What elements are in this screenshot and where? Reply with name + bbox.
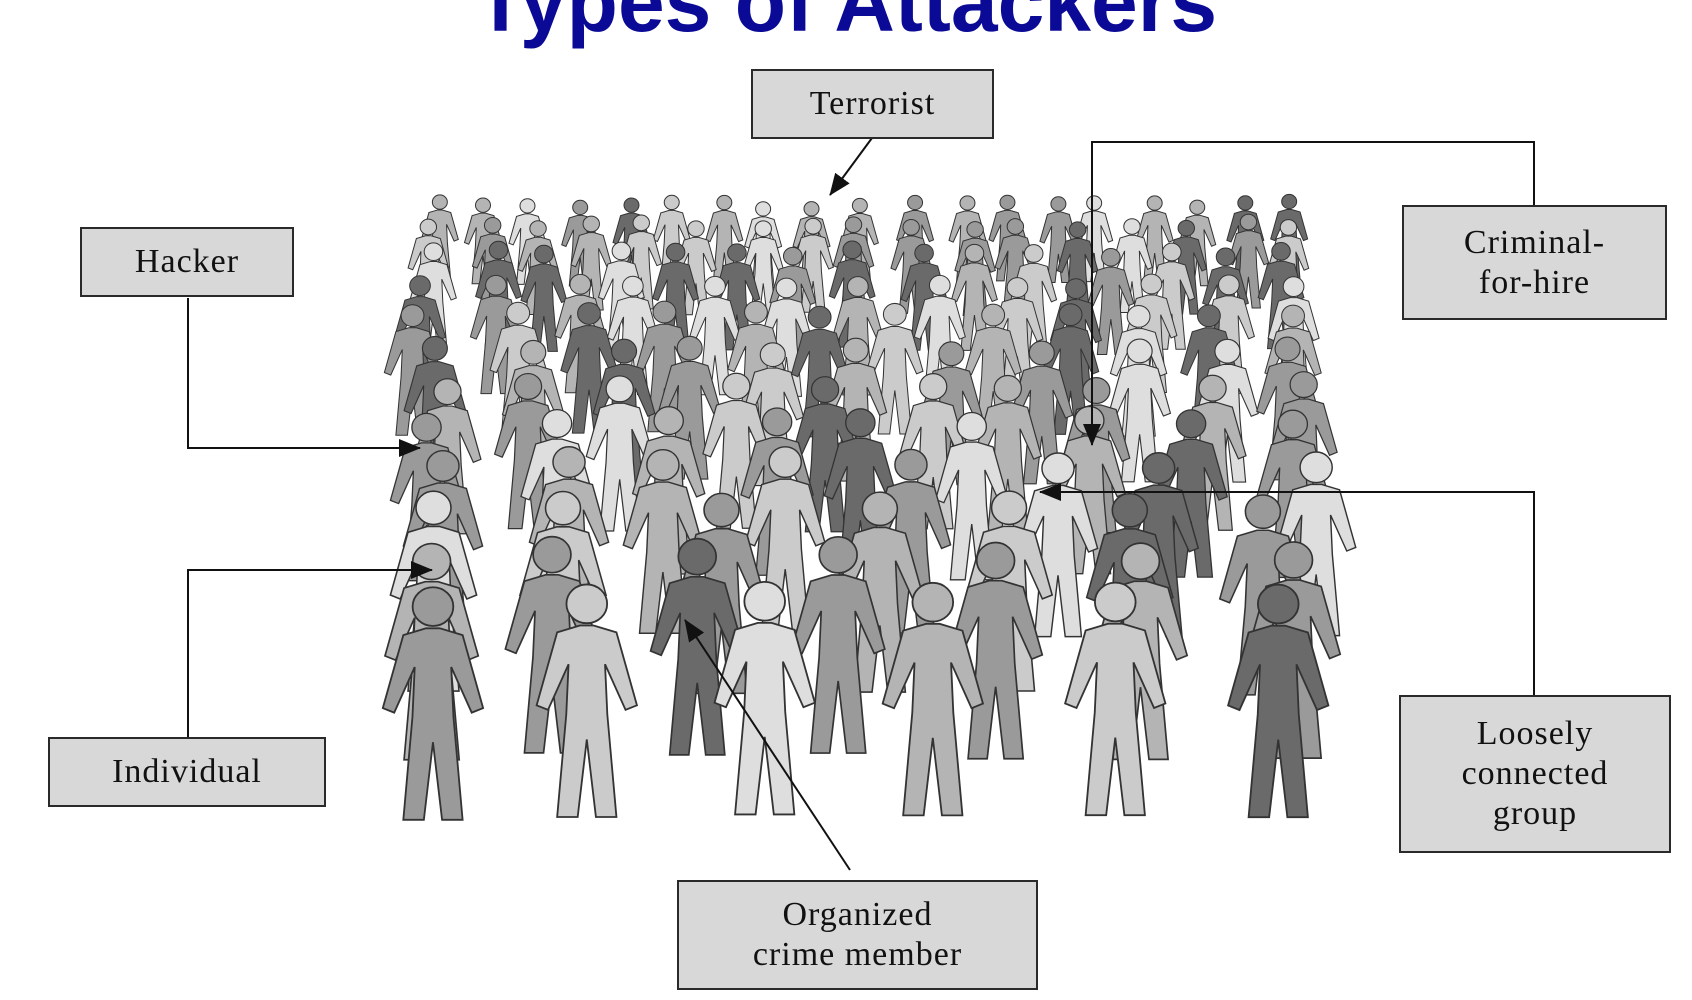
organized-crime-member-label: Organized crime member: [677, 880, 1038, 990]
individual-connector: [187, 561, 433, 737]
individual-label: Individual: [48, 737, 326, 807]
terrorist-arrow: [829, 137, 873, 196]
person-figure: [792, 217, 834, 313]
person-figure: [1056, 221, 1099, 317]
loosely-connected-group-label: Loosely connected group: [1399, 695, 1671, 853]
criminal-for-hire-label: Criminal- for-hire: [1402, 205, 1667, 320]
terrorist-label: Terrorist: [751, 69, 994, 139]
criminal-for-hire-connector: [1083, 141, 1535, 446]
page-title: Types of Attackers: [474, 0, 1218, 49]
person-figure: [881, 581, 985, 817]
person-figure: [649, 537, 745, 756]
hacker-connector: [187, 298, 421, 457]
loosely-connected-group-connector: [1039, 483, 1535, 695]
person-figure: [381, 586, 485, 821]
person-figure: [535, 583, 639, 818]
person-figure: [1226, 583, 1330, 819]
hacker-label: Hacker: [80, 227, 294, 297]
organized-crime-member-arrow: [684, 619, 851, 871]
connector-lines: [187, 137, 1535, 871]
person-figure: [713, 580, 816, 816]
crowd-of-people-illustration: [381, 193, 1357, 821]
person-figure: [1064, 581, 1167, 817]
person-figure: [1017, 452, 1099, 638]
person-figure: [947, 541, 1044, 760]
